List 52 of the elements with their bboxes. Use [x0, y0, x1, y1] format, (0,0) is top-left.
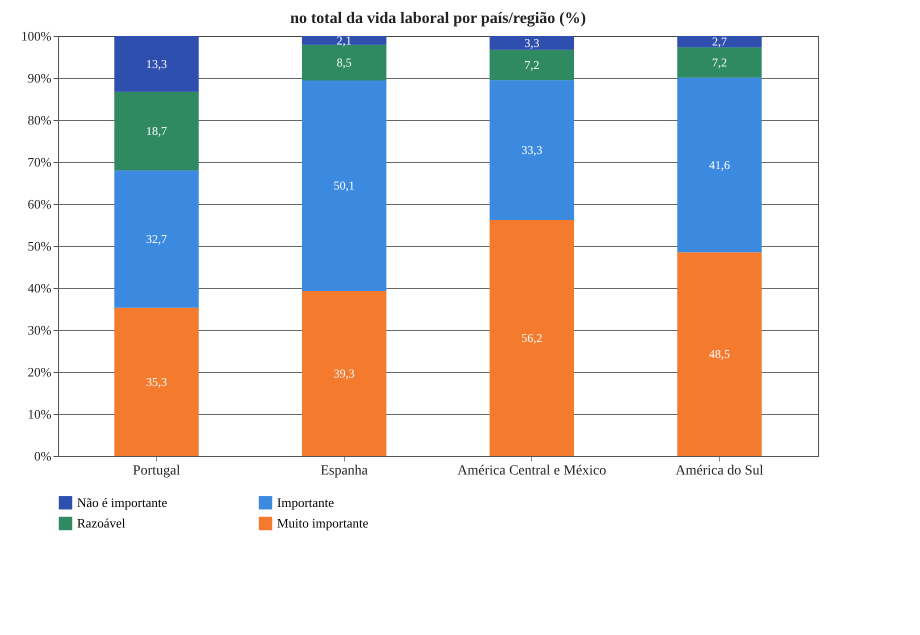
x-tick-label: Portugal	[132, 464, 180, 478]
data-label: 39,3	[334, 366, 355, 380]
bar	[490, 220, 574, 456]
y-tick-label: 80%	[28, 112, 52, 128]
y-tick-label: 100%	[21, 28, 52, 44]
bar	[490, 50, 574, 80]
bar	[114, 92, 199, 170]
y-tick-label: 10%	[28, 406, 52, 422]
bar	[677, 36, 762, 48]
bar	[114, 170, 199, 308]
y-tick-label: 60%	[28, 196, 52, 212]
data-label: 50,1	[334, 178, 355, 193]
data-label: 33,3	[521, 143, 542, 158]
data-label: 7,2	[524, 58, 540, 72]
bar	[677, 78, 762, 252]
x-tick-label: América Central e México	[457, 464, 606, 478]
x-tick-label: Espanha	[320, 464, 369, 478]
y-tick-label: 90%	[28, 70, 52, 86]
bar	[490, 36, 574, 50]
data-label: 8,5	[336, 56, 352, 70]
y-tick-label: 50%	[28, 238, 52, 254]
bar	[677, 47, 762, 78]
y-tick-label: 70%	[28, 154, 52, 170]
y-tick-label: 30%	[28, 322, 52, 338]
legend-label: Muito importante	[277, 516, 369, 530]
y-tick-label: 20%	[28, 364, 52, 380]
data-label: 18,7	[146, 124, 168, 138]
data-label: 2,7	[712, 34, 727, 49]
legend-label: Importante	[277, 494, 334, 510]
data-label: 35,3	[146, 374, 168, 389]
x-tick-label: América do Sul	[676, 464, 764, 478]
y-tick-label: 40%	[28, 280, 52, 296]
data-label: 41,6	[708, 158, 730, 172]
legend-label: Não é importante	[77, 494, 168, 510]
bar	[677, 252, 762, 456]
data-label: 13,3	[146, 56, 168, 71]
chart-title: no total da vida laboral por país/região (%)	[290, 10, 586, 27]
legend-label: Razoável	[77, 516, 126, 530]
bar	[114, 36, 199, 92]
bar	[302, 290, 386, 456]
data-label: 56,2	[521, 330, 542, 345]
data-label: 48,5	[708, 347, 730, 362]
bar	[302, 80, 386, 291]
data-label: 7,2	[712, 55, 727, 70]
data-label: 32,7	[146, 232, 168, 246]
y-tick-label: 0%	[34, 448, 52, 464]
bar	[302, 36, 386, 45]
data-label: 2,1	[336, 33, 352, 48]
bar	[114, 308, 199, 456]
data-label: 3,3	[524, 36, 540, 50]
bar	[490, 80, 574, 220]
bar	[302, 44, 386, 81]
